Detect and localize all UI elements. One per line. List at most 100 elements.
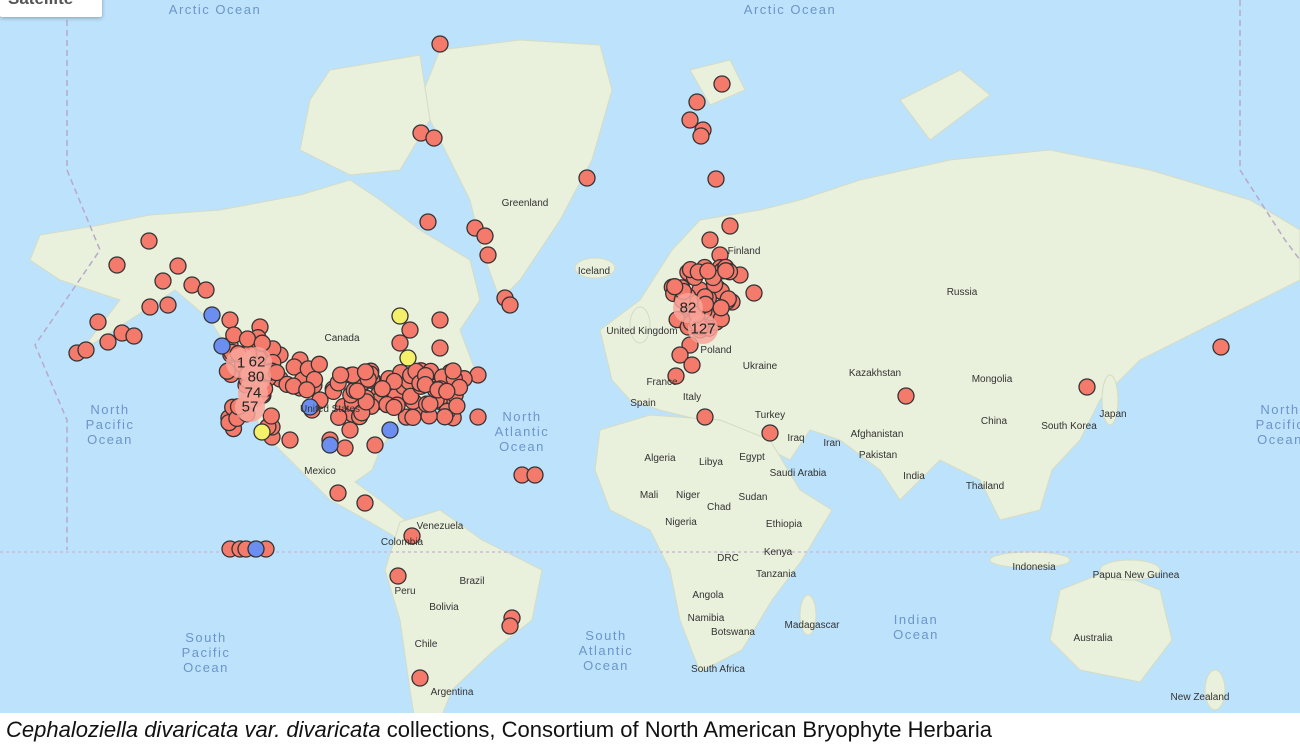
collection-marker[interactable] bbox=[476, 227, 494, 245]
collection-marker[interactable] bbox=[336, 439, 354, 457]
collection-marker[interactable] bbox=[701, 231, 719, 249]
collection-marker[interactable] bbox=[108, 256, 126, 274]
collection-marker[interactable] bbox=[310, 355, 328, 373]
collection-marker-yellow[interactable] bbox=[253, 423, 271, 441]
collection-marker[interactable] bbox=[712, 299, 730, 317]
collection-marker[interactable] bbox=[761, 424, 779, 442]
collection-marker[interactable] bbox=[717, 262, 735, 280]
cluster-marker[interactable] bbox=[673, 293, 703, 323]
collection-marker[interactable] bbox=[411, 669, 429, 687]
collection-marker[interactable] bbox=[1212, 338, 1230, 356]
cluster-count[interactable]: 80 bbox=[247, 368, 265, 386]
cluster-count[interactable]: 62 bbox=[248, 353, 266, 371]
cluster-count[interactable]: 74 bbox=[244, 384, 262, 402]
collection-marker[interactable] bbox=[425, 129, 443, 147]
collection-marker[interactable] bbox=[99, 333, 117, 351]
collection-marker-blue[interactable] bbox=[381, 421, 399, 439]
collection-marker[interactable] bbox=[696, 408, 714, 426]
collection-marker[interactable] bbox=[329, 484, 347, 502]
collection-marker[interactable] bbox=[897, 387, 915, 405]
collection-marker[interactable] bbox=[141, 298, 159, 316]
collection-marker[interactable] bbox=[385, 398, 403, 417]
collection-marker[interactable] bbox=[431, 35, 449, 53]
collection-marker[interactable] bbox=[238, 330, 257, 348]
collection-marker[interactable] bbox=[713, 75, 731, 93]
collection-marker[interactable] bbox=[421, 395, 439, 413]
collection-marker[interactable] bbox=[341, 421, 359, 439]
collection-marker[interactable] bbox=[469, 408, 487, 426]
collection-marker[interactable] bbox=[331, 366, 350, 384]
country-label: Algeria bbox=[644, 453, 676, 464]
collection-marker[interactable] bbox=[438, 382, 456, 401]
collection-marker-blue[interactable] bbox=[321, 436, 339, 454]
collection-marker-yellow[interactable] bbox=[399, 349, 417, 367]
collection-marker[interactable] bbox=[169, 257, 187, 275]
collection-marker[interactable] bbox=[501, 296, 519, 314]
country-label: Turkey bbox=[754, 410, 786, 421]
collection-marker[interactable] bbox=[444, 362, 462, 380]
collection-marker[interactable] bbox=[501, 617, 519, 635]
collection-marker[interactable] bbox=[197, 281, 215, 299]
satellite-button[interactable]: Satellite bbox=[0, 0, 102, 17]
collection-marker[interactable] bbox=[431, 339, 449, 357]
collection-marker[interactable] bbox=[366, 436, 384, 454]
collection-marker[interactable] bbox=[431, 311, 449, 329]
collection-marker[interactable] bbox=[681, 111, 699, 129]
collection-marker[interactable] bbox=[666, 278, 684, 296]
collection-marker[interactable] bbox=[745, 284, 763, 302]
cluster-marker[interactable] bbox=[235, 392, 265, 422]
collection-marker-blue[interactable] bbox=[203, 306, 221, 324]
collection-marker[interactable] bbox=[348, 382, 366, 400]
collection-marker[interactable] bbox=[707, 170, 725, 188]
landmass-japan bbox=[1101, 374, 1119, 426]
collection-marker[interactable] bbox=[404, 408, 422, 427]
collection-marker[interactable] bbox=[159, 296, 177, 314]
cluster-count[interactable]: 57 bbox=[241, 398, 259, 416]
collection-marker[interactable] bbox=[262, 407, 280, 425]
collection-marker[interactable] bbox=[125, 327, 143, 345]
collection-marker[interactable] bbox=[526, 466, 544, 484]
collection-marker[interactable] bbox=[578, 169, 596, 187]
collection-marker[interactable] bbox=[298, 381, 316, 399]
collection-marker[interactable] bbox=[77, 341, 95, 359]
collection-marker[interactable] bbox=[403, 527, 421, 545]
caption-text: collections, Consortium of North America… bbox=[380, 717, 992, 742]
collection-marker[interactable] bbox=[89, 313, 107, 331]
collection-marker[interactable] bbox=[221, 311, 239, 329]
collection-marker[interactable] bbox=[683, 356, 701, 374]
country-label: New Zealand bbox=[1170, 692, 1230, 703]
collection-marker-blue[interactable] bbox=[247, 540, 265, 558]
cluster-marker[interactable] bbox=[688, 314, 718, 344]
collection-marker[interactable] bbox=[448, 397, 466, 415]
collection-marker[interactable] bbox=[281, 431, 299, 449]
cluster-count[interactable]: 127 bbox=[690, 320, 716, 338]
collection-marker[interactable] bbox=[154, 272, 172, 290]
collection-marker[interactable] bbox=[721, 217, 739, 235]
collection-marker-blue[interactable] bbox=[213, 337, 231, 355]
country-label: Madagascar bbox=[784, 620, 840, 631]
collection-marker[interactable] bbox=[391, 334, 409, 352]
collection-marker[interactable] bbox=[330, 408, 348, 426]
collection-marker[interactable] bbox=[140, 232, 158, 250]
collection-marker[interactable] bbox=[1078, 378, 1096, 396]
collection-marker[interactable] bbox=[419, 213, 437, 231]
collection-marker[interactable] bbox=[389, 567, 407, 585]
collection-marker[interactable] bbox=[373, 380, 391, 398]
country-label: Kazakhstan bbox=[848, 368, 902, 379]
collection-marker[interactable] bbox=[667, 367, 685, 385]
collection-marker[interactable] bbox=[692, 127, 710, 145]
cluster-count[interactable]: 1 bbox=[236, 354, 246, 372]
collection-marker[interactable] bbox=[688, 93, 706, 111]
country-label: Iceland bbox=[577, 266, 611, 277]
cluster-count[interactable]: 82 bbox=[679, 299, 697, 317]
collection-marker[interactable] bbox=[671, 346, 689, 364]
collection-marker[interactable] bbox=[356, 494, 374, 512]
collection-marker-blue[interactable] bbox=[301, 398, 319, 416]
collection-marker[interactable] bbox=[699, 262, 717, 280]
collection-marker[interactable] bbox=[356, 363, 375, 381]
collection-marker[interactable] bbox=[401, 387, 420, 406]
collection-marker[interactable] bbox=[401, 321, 419, 339]
collection-marker[interactable] bbox=[479, 246, 497, 264]
collection-marker-yellow[interactable] bbox=[391, 307, 409, 325]
